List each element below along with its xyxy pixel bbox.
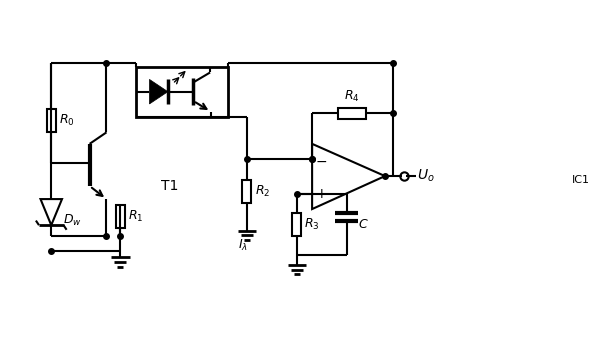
- Text: $I_\lambda$: $I_\lambda$: [238, 238, 248, 253]
- Text: T1: T1: [162, 179, 179, 193]
- Bar: [338, 108, 366, 119]
- Bar: [242, 180, 251, 203]
- Text: $R_1$: $R_1$: [128, 209, 143, 224]
- Text: $C$: $C$: [358, 218, 369, 231]
- Polygon shape: [149, 79, 168, 104]
- Text: $R_0$: $R_0$: [59, 113, 74, 128]
- Text: $-$: $-$: [315, 154, 327, 168]
- Bar: [136, 67, 228, 117]
- Text: $U_o$: $U_o$: [417, 168, 435, 184]
- Bar: [47, 109, 56, 132]
- Text: $R_3$: $R_3$: [304, 217, 320, 232]
- Text: $D_w$: $D_w$: [63, 213, 81, 228]
- Bar: [116, 205, 125, 228]
- Text: IC1: IC1: [572, 175, 589, 185]
- Text: $R_4$: $R_4$: [344, 89, 360, 104]
- Text: $R_2$: $R_2$: [254, 184, 270, 199]
- Text: $+$: $+$: [315, 187, 327, 201]
- Bar: [292, 213, 301, 236]
